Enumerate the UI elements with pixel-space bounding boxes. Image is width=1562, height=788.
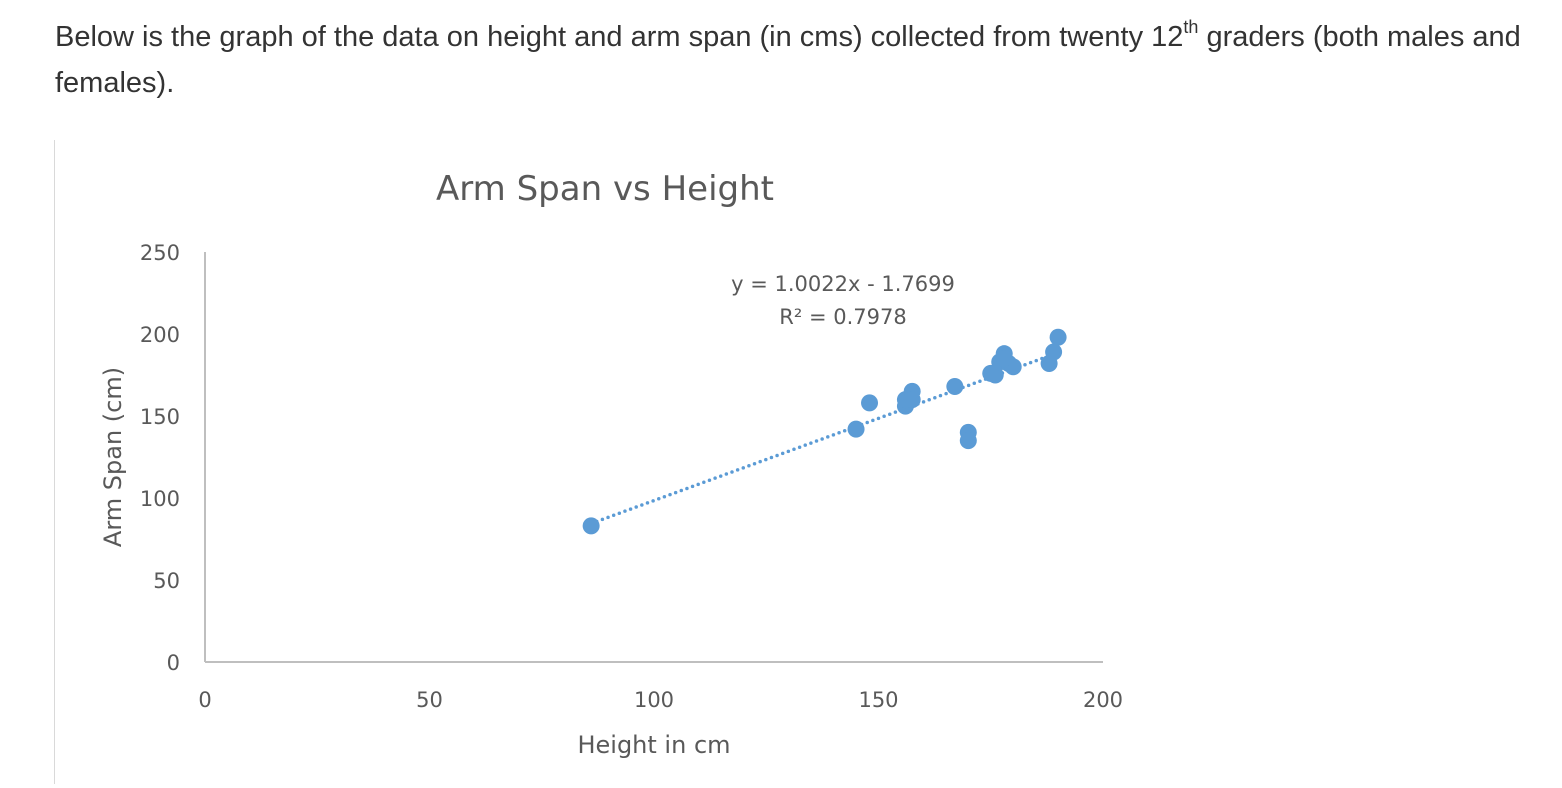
trendline-r2: R² = 0.7978 bbox=[779, 305, 906, 329]
y-tick-label: 150 bbox=[140, 405, 180, 429]
y-axis-label: Arm Span (cm) bbox=[99, 367, 127, 547]
data-point bbox=[959, 432, 977, 450]
trendline-equation: y = 1.0022x - 1.7699 bbox=[731, 272, 955, 296]
y-tick-label: 100 bbox=[140, 487, 180, 511]
trendline-group bbox=[589, 350, 1060, 526]
data-point bbox=[903, 391, 921, 409]
y-tick-labels: 0 50 100 150 200 250 bbox=[140, 241, 180, 675]
x-tick-labels: 0 50 100 150 200 bbox=[198, 688, 1123, 712]
x-tick-label: 100 bbox=[634, 688, 674, 712]
x-tick-label: 0 bbox=[198, 688, 211, 712]
data-point bbox=[1049, 328, 1067, 346]
data-point bbox=[861, 394, 879, 412]
data-points bbox=[582, 328, 1067, 535]
x-axis-label: Height in cm bbox=[577, 731, 730, 759]
y-tick-label: 50 bbox=[153, 569, 180, 593]
intro-text-end: graders (both males and females). bbox=[55, 21, 1521, 99]
data-point bbox=[995, 350, 1013, 368]
x-tick-label: 50 bbox=[416, 688, 443, 712]
y-tick-label: 0 bbox=[167, 651, 180, 675]
y-tick-label: 250 bbox=[140, 241, 180, 265]
x-tick-label: 150 bbox=[858, 688, 898, 712]
chart-frame-line bbox=[54, 140, 55, 784]
trendline bbox=[589, 350, 1060, 526]
data-point bbox=[946, 377, 964, 395]
chart-title: Arm Span vs Height bbox=[436, 169, 774, 209]
data-point bbox=[847, 420, 865, 438]
data-point bbox=[1045, 343, 1063, 361]
y-tick-label: 200 bbox=[140, 323, 180, 347]
data-point bbox=[986, 366, 1004, 384]
data-point bbox=[582, 517, 600, 535]
intro-text-main: Below is the graph of the data on height… bbox=[55, 21, 1184, 53]
intro-superscript: th bbox=[1183, 17, 1199, 37]
x-tick-label: 200 bbox=[1083, 688, 1123, 712]
intro-text: Below is the graph of the data on height… bbox=[55, 14, 1535, 106]
